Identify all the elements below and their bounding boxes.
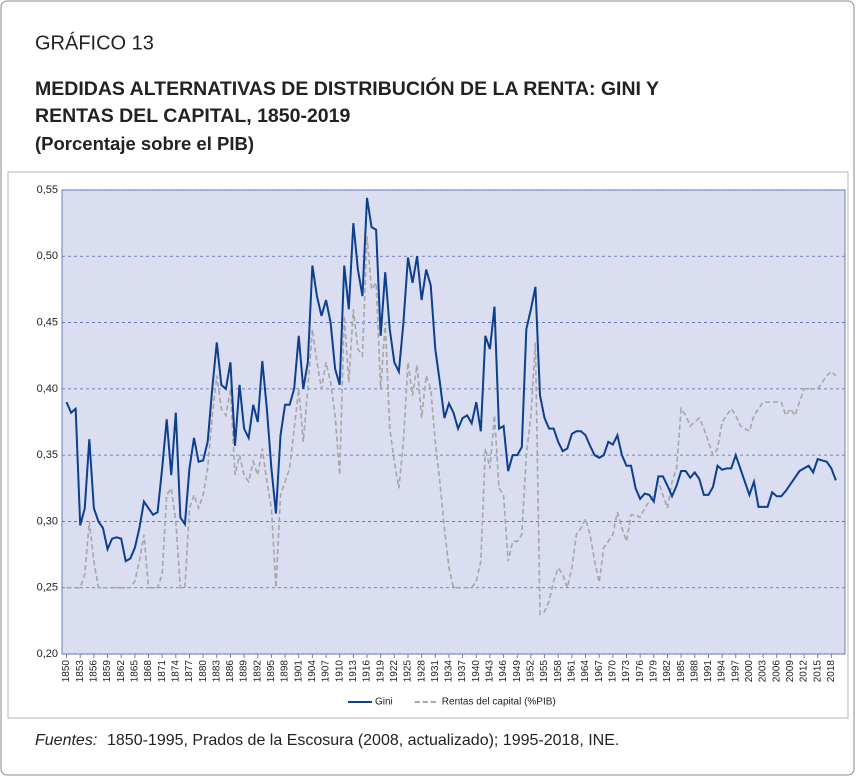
x-tick-label: 1934 xyxy=(444,660,455,683)
x-tick-label: 1856 xyxy=(89,660,100,683)
x-tick-label: 1973 xyxy=(621,660,632,683)
x-tick-label: 2009 xyxy=(785,660,796,683)
x-tick-label: 1871 xyxy=(157,660,168,683)
x-tick-label: 1889 xyxy=(239,660,250,683)
y-tick-label: 0,35 xyxy=(37,449,58,461)
x-tick-label: 1955 xyxy=(539,660,550,683)
x-tick-label: 1922 xyxy=(389,660,400,683)
x-tick-label: 1988 xyxy=(689,660,700,683)
series-line xyxy=(65,197,837,563)
x-tick-label: 1985 xyxy=(676,660,687,683)
x-tick-label: 1862 xyxy=(116,660,127,683)
x-tick-label: 1868 xyxy=(143,660,154,683)
x-tick-label: 2006 xyxy=(771,660,782,683)
plot-area xyxy=(61,189,846,655)
x-tick-label: 1907 xyxy=(321,660,332,683)
x-tick-label: 1853 xyxy=(75,660,86,683)
x-tick-label: 1964 xyxy=(580,660,591,683)
x-tick-label: 1976 xyxy=(635,660,646,683)
x-tick-label: 2003 xyxy=(758,660,769,683)
source: 1850-1995, Prados de la Escosura (2008, … xyxy=(107,732,619,749)
legend-label: Gini xyxy=(375,697,393,708)
x-tick-label: 1901 xyxy=(293,660,304,683)
y-tick-label: 0,20 xyxy=(37,648,58,660)
x-tick-label: 1967 xyxy=(594,660,605,683)
x-tick-label: 1994 xyxy=(717,660,728,683)
x-tick-label: 2012 xyxy=(799,660,810,683)
x-tick-label: 2018 xyxy=(826,660,837,683)
x-tick-label: 1943 xyxy=(485,660,496,683)
x-tick-label: 1952 xyxy=(526,660,537,683)
chart-title: RENTAS DEL CAPITAL, 1850-2019 xyxy=(35,105,350,127)
x-tick-label: 1997 xyxy=(730,660,741,683)
x-tick-label: 1865 xyxy=(129,660,140,683)
x-tick-label: 1919 xyxy=(375,660,386,683)
x-tick-label: 1946 xyxy=(498,660,509,683)
y-tick-label: 0,55 xyxy=(37,184,58,196)
x-tick-label: 1898 xyxy=(280,660,291,683)
x-tick-label: 1991 xyxy=(703,660,714,683)
chart-title: MEDIDAS ALTERNATIVAS DE DISTRIBUCIÓN DE … xyxy=(35,76,659,100)
x-tick-label: 1904 xyxy=(307,660,318,683)
x-tick-label: 1874 xyxy=(170,660,181,683)
x-tick-label: 1961 xyxy=(567,660,578,683)
x-tick-label: 1937 xyxy=(457,660,468,683)
x-tick-label: 2000 xyxy=(744,660,755,683)
x-tick-label: 1925 xyxy=(403,660,414,683)
x-tick-label: 1877 xyxy=(184,660,195,683)
x-tick-label: 1880 xyxy=(198,660,209,683)
chart-subtitle: (Porcentaje sobre el PIB) xyxy=(35,133,254,154)
x-tick-label: 1895 xyxy=(266,660,277,683)
x-tick-label: 1958 xyxy=(553,660,564,683)
y-tick-label: 0,50 xyxy=(37,250,58,262)
x-tick-label: 1949 xyxy=(512,660,523,683)
chart-frame xyxy=(7,171,849,719)
x-tick-label: 1940 xyxy=(471,660,482,683)
x-tick-label: 1883 xyxy=(211,660,222,683)
x-tick-label: 2015 xyxy=(812,660,823,683)
x-tick-label: 1970 xyxy=(607,660,618,683)
x-tick-label: 1886 xyxy=(225,660,236,683)
y-tick-label: 0,40 xyxy=(37,383,58,395)
x-tick-label: 1979 xyxy=(648,660,659,683)
legend-label: Rentas del capital (%PIB) xyxy=(442,697,556,708)
y-tick-label: 0,30 xyxy=(37,515,58,527)
series-line xyxy=(66,236,837,616)
y-tick-label: 0,45 xyxy=(37,316,58,328)
x-tick-label: 1913 xyxy=(348,660,359,683)
x-tick-label: 1850 xyxy=(61,660,72,683)
x-tick-label: 1982 xyxy=(662,660,673,683)
y-tick-label: 0,25 xyxy=(37,582,58,594)
x-tick-label: 1910 xyxy=(334,660,345,683)
x-tick-label: 1916 xyxy=(362,660,373,683)
x-tick-label: 1931 xyxy=(430,660,441,683)
x-tick-label: 1928 xyxy=(416,660,427,683)
chart-label: GRÁFICO 13 xyxy=(35,31,154,54)
source-label: Fuentes: xyxy=(35,732,97,749)
x-tick-label: 1892 xyxy=(252,660,263,683)
x-tick-label: 1859 xyxy=(102,660,113,683)
